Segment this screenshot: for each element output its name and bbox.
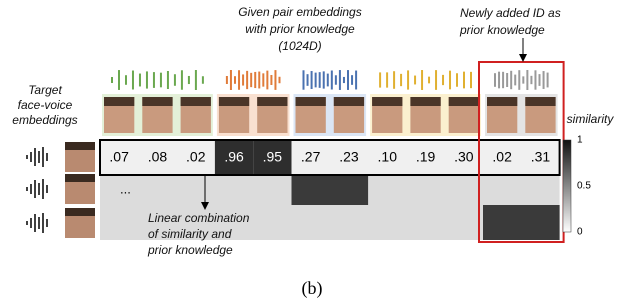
annotation: prior knowledge	[147, 243, 233, 257]
similarity-value: .30	[454, 149, 474, 165]
annotation: Given pair embeddings	[238, 5, 361, 19]
similarity-value: .19	[416, 149, 436, 165]
colorbar-label: similarity	[567, 112, 615, 126]
annotation: with prior knowledge	[245, 22, 355, 36]
hair	[65, 174, 95, 182]
similarity-value: .10	[378, 149, 398, 165]
similarity-value: .08	[148, 149, 168, 165]
hair	[65, 142, 95, 150]
row-bg	[100, 140, 560, 175]
annotation: Newly added ID as	[460, 6, 561, 20]
hair	[372, 97, 402, 106]
annotation: of similarity and	[148, 227, 232, 241]
colorbar-tick: 1	[577, 135, 583, 146]
similarity-value: .23	[339, 149, 359, 165]
similarity-value: .96	[224, 149, 244, 165]
diagram: .07 .08 .02 .96 .95 .27 .23 .10 .19 .30 .02 .31... s…	[0, 0, 625, 305]
hair	[65, 208, 95, 216]
hair	[334, 97, 364, 106]
similarity-value: .02	[492, 149, 512, 165]
similarity-value: .02	[186, 149, 206, 165]
annotation: Target	[28, 83, 62, 97]
hair	[410, 97, 440, 106]
colorbar	[563, 140, 571, 232]
ellipsis: ...	[120, 181, 131, 196]
cell-block	[292, 175, 369, 205]
annotation: embeddings	[12, 113, 77, 127]
hair	[219, 97, 249, 106]
similarity-value: .27	[301, 149, 321, 165]
annotation: face-voice	[18, 98, 73, 112]
hair	[257, 97, 287, 106]
similarity-value: .95	[263, 149, 283, 165]
caption: (b)	[302, 278, 323, 299]
colorbar-tick: 0	[577, 227, 583, 238]
hair	[449, 97, 479, 106]
hair	[181, 97, 211, 106]
annotation: prior knowledge	[459, 23, 545, 37]
annotation: (1024D)	[278, 39, 321, 53]
hair	[142, 97, 172, 106]
annotation: Linear combination	[148, 211, 250, 225]
hair	[525, 97, 555, 106]
hair	[296, 97, 326, 106]
colorbar-tick: 0.5	[577, 181, 591, 192]
similarity-value: .31	[531, 149, 551, 165]
cell-block	[483, 205, 560, 240]
hair	[487, 97, 517, 106]
hair	[104, 97, 134, 106]
similarity-value: .07	[109, 149, 129, 165]
